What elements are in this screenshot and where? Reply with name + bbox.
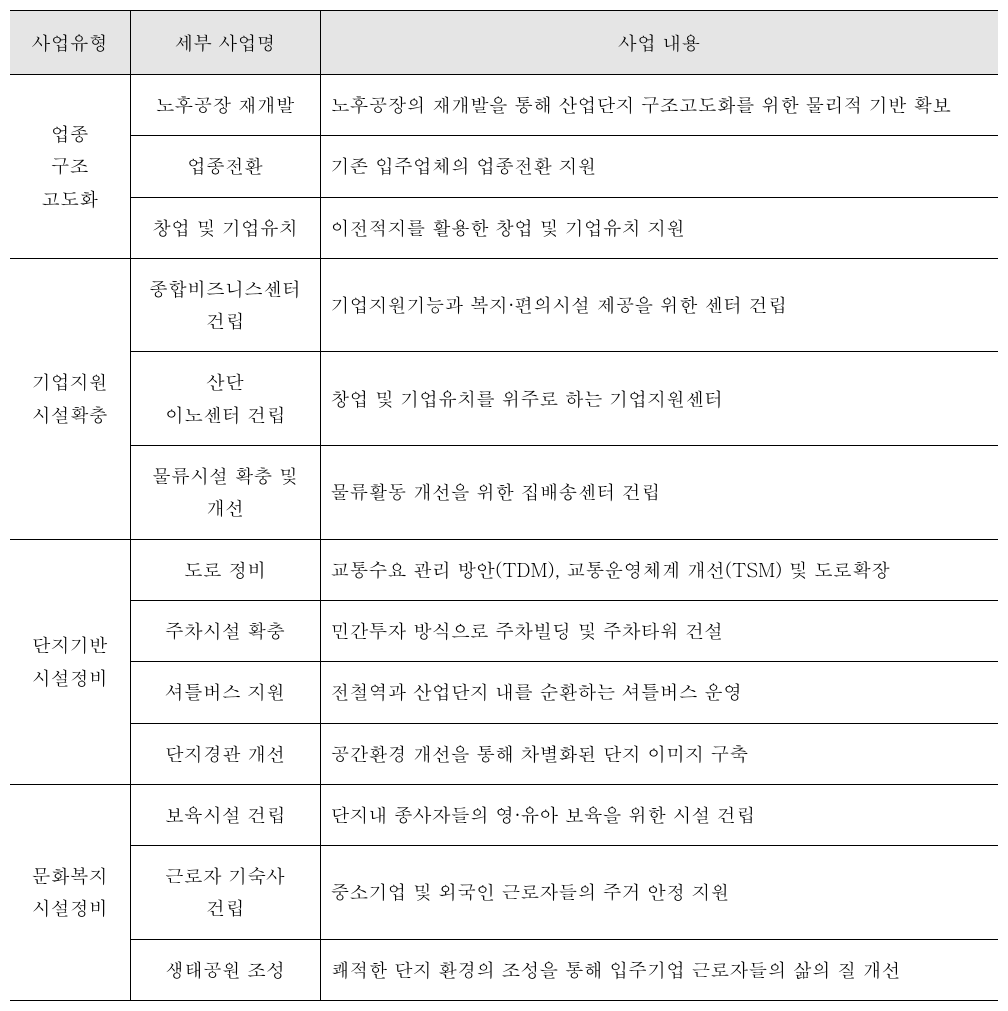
table-row: 근로자 기숙사건립중소기업 및 외국인 근로자들의 주거 안정 지원 xyxy=(10,846,998,940)
table-row: 단지경관 개선공간환경 개선을 통해 차별화된 단지 이미지 구축 xyxy=(10,723,998,784)
table-row: 업종전환기존 입주업체의 업종전환 지원 xyxy=(10,136,998,197)
table-body: 업종구조고도화노후공장 재개발노후공장의 재개발을 통해 산업단지 구조고도화를… xyxy=(10,75,998,1001)
sub-project-cell: 종합비즈니스센터건립 xyxy=(130,258,320,352)
description-cell: 쾌적한 단지 환경의 조성을 통해 입주기업 근로자들의 삶의 질 개선 xyxy=(320,939,998,1000)
category-cell: 단지기반시설정비 xyxy=(10,539,130,784)
sub-project-cell: 근로자 기숙사건립 xyxy=(130,846,320,940)
table-row: 기업지원시설확충종합비즈니스센터건립기업지원기능과 복지·편의시설 제공을 위한… xyxy=(10,258,998,352)
sub-project-cell: 업종전환 xyxy=(130,136,320,197)
col-header-subname: 세부 사업명 xyxy=(130,11,320,75)
table-row: 창업 및 기업유치이전적지를 활용한 창업 및 기업유치 지원 xyxy=(10,197,998,258)
sub-project-cell: 산단이노센터 건립 xyxy=(130,352,320,446)
sub-project-cell: 단지경관 개선 xyxy=(130,723,320,784)
description-cell: 기존 입주업체의 업종전환 지원 xyxy=(320,136,998,197)
sub-project-cell: 창업 및 기업유치 xyxy=(130,197,320,258)
table-row: 산단이노센터 건립창업 및 기업유치를 위주로 하는 기업지원센터 xyxy=(10,352,998,446)
table-row: 문화복지시설정비보육시설 건립단지내 종사자들의 영·유아 보육을 위한 시설 … xyxy=(10,784,998,845)
description-cell: 교통수요 관리 방안(TDM), 교통운영체계 개선(TSM) 및 도로확장 xyxy=(320,539,998,600)
description-cell: 노후공장의 재개발을 통해 산업단지 구조고도화를 위한 물리적 기반 확보 xyxy=(320,75,998,136)
category-cell: 업종구조고도화 xyxy=(10,75,130,259)
category-cell: 기업지원시설확충 xyxy=(10,258,130,539)
description-cell: 공간환경 개선을 통해 차별화된 단지 이미지 구축 xyxy=(320,723,998,784)
sub-project-cell: 생태공원 조성 xyxy=(130,939,320,1000)
description-cell: 전철역과 산업단지 내를 순환하는 셔틀버스 운영 xyxy=(320,662,998,723)
description-cell: 기업지원기능과 복지·편의시설 제공을 위한 센터 건립 xyxy=(320,258,998,352)
description-cell: 단지내 종사자들의 영·유아 보육을 위한 시설 건립 xyxy=(320,784,998,845)
table-row: 셔틀버스 지원전철역과 산업단지 내를 순환하는 셔틀버스 운영 xyxy=(10,662,998,723)
sub-project-cell: 보육시설 건립 xyxy=(130,784,320,845)
project-table: 사업유형 세부 사업명 사업 내용 업종구조고도화노후공장 재개발노후공장의 재… xyxy=(10,10,998,1001)
sub-project-cell: 도로 정비 xyxy=(130,539,320,600)
description-cell: 중소기업 및 외국인 근로자들의 주거 안정 지원 xyxy=(320,846,998,940)
table-row: 생태공원 조성쾌적한 단지 환경의 조성을 통해 입주기업 근로자들의 삶의 질… xyxy=(10,939,998,1000)
description-cell: 이전적지를 활용한 창업 및 기업유치 지원 xyxy=(320,197,998,258)
table-row: 물류시설 확충 및개선물류활동 개선을 위한 집배송센터 건립 xyxy=(10,446,998,540)
col-header-desc: 사업 내용 xyxy=(320,11,998,75)
table-row: 업종구조고도화노후공장 재개발노후공장의 재개발을 통해 산업단지 구조고도화를… xyxy=(10,75,998,136)
col-header-type: 사업유형 xyxy=(10,11,130,75)
sub-project-cell: 셔틀버스 지원 xyxy=(130,662,320,723)
sub-project-cell: 주차시설 확충 xyxy=(130,600,320,661)
table-header-row: 사업유형 세부 사업명 사업 내용 xyxy=(10,11,998,75)
description-cell: 창업 및 기업유치를 위주로 하는 기업지원센터 xyxy=(320,352,998,446)
sub-project-cell: 노후공장 재개발 xyxy=(130,75,320,136)
table-row: 단지기반시설정비도로 정비교통수요 관리 방안(TDM), 교통운영체계 개선(… xyxy=(10,539,998,600)
category-cell: 문화복지시설정비 xyxy=(10,784,130,1000)
sub-project-cell: 물류시설 확충 및개선 xyxy=(130,446,320,540)
description-cell: 물류활동 개선을 위한 집배송센터 건립 xyxy=(320,446,998,540)
table-row: 주차시설 확충민간투자 방식으로 주차빌딩 및 주차타워 건설 xyxy=(10,600,998,661)
description-cell: 민간투자 방식으로 주차빌딩 및 주차타워 건설 xyxy=(320,600,998,661)
